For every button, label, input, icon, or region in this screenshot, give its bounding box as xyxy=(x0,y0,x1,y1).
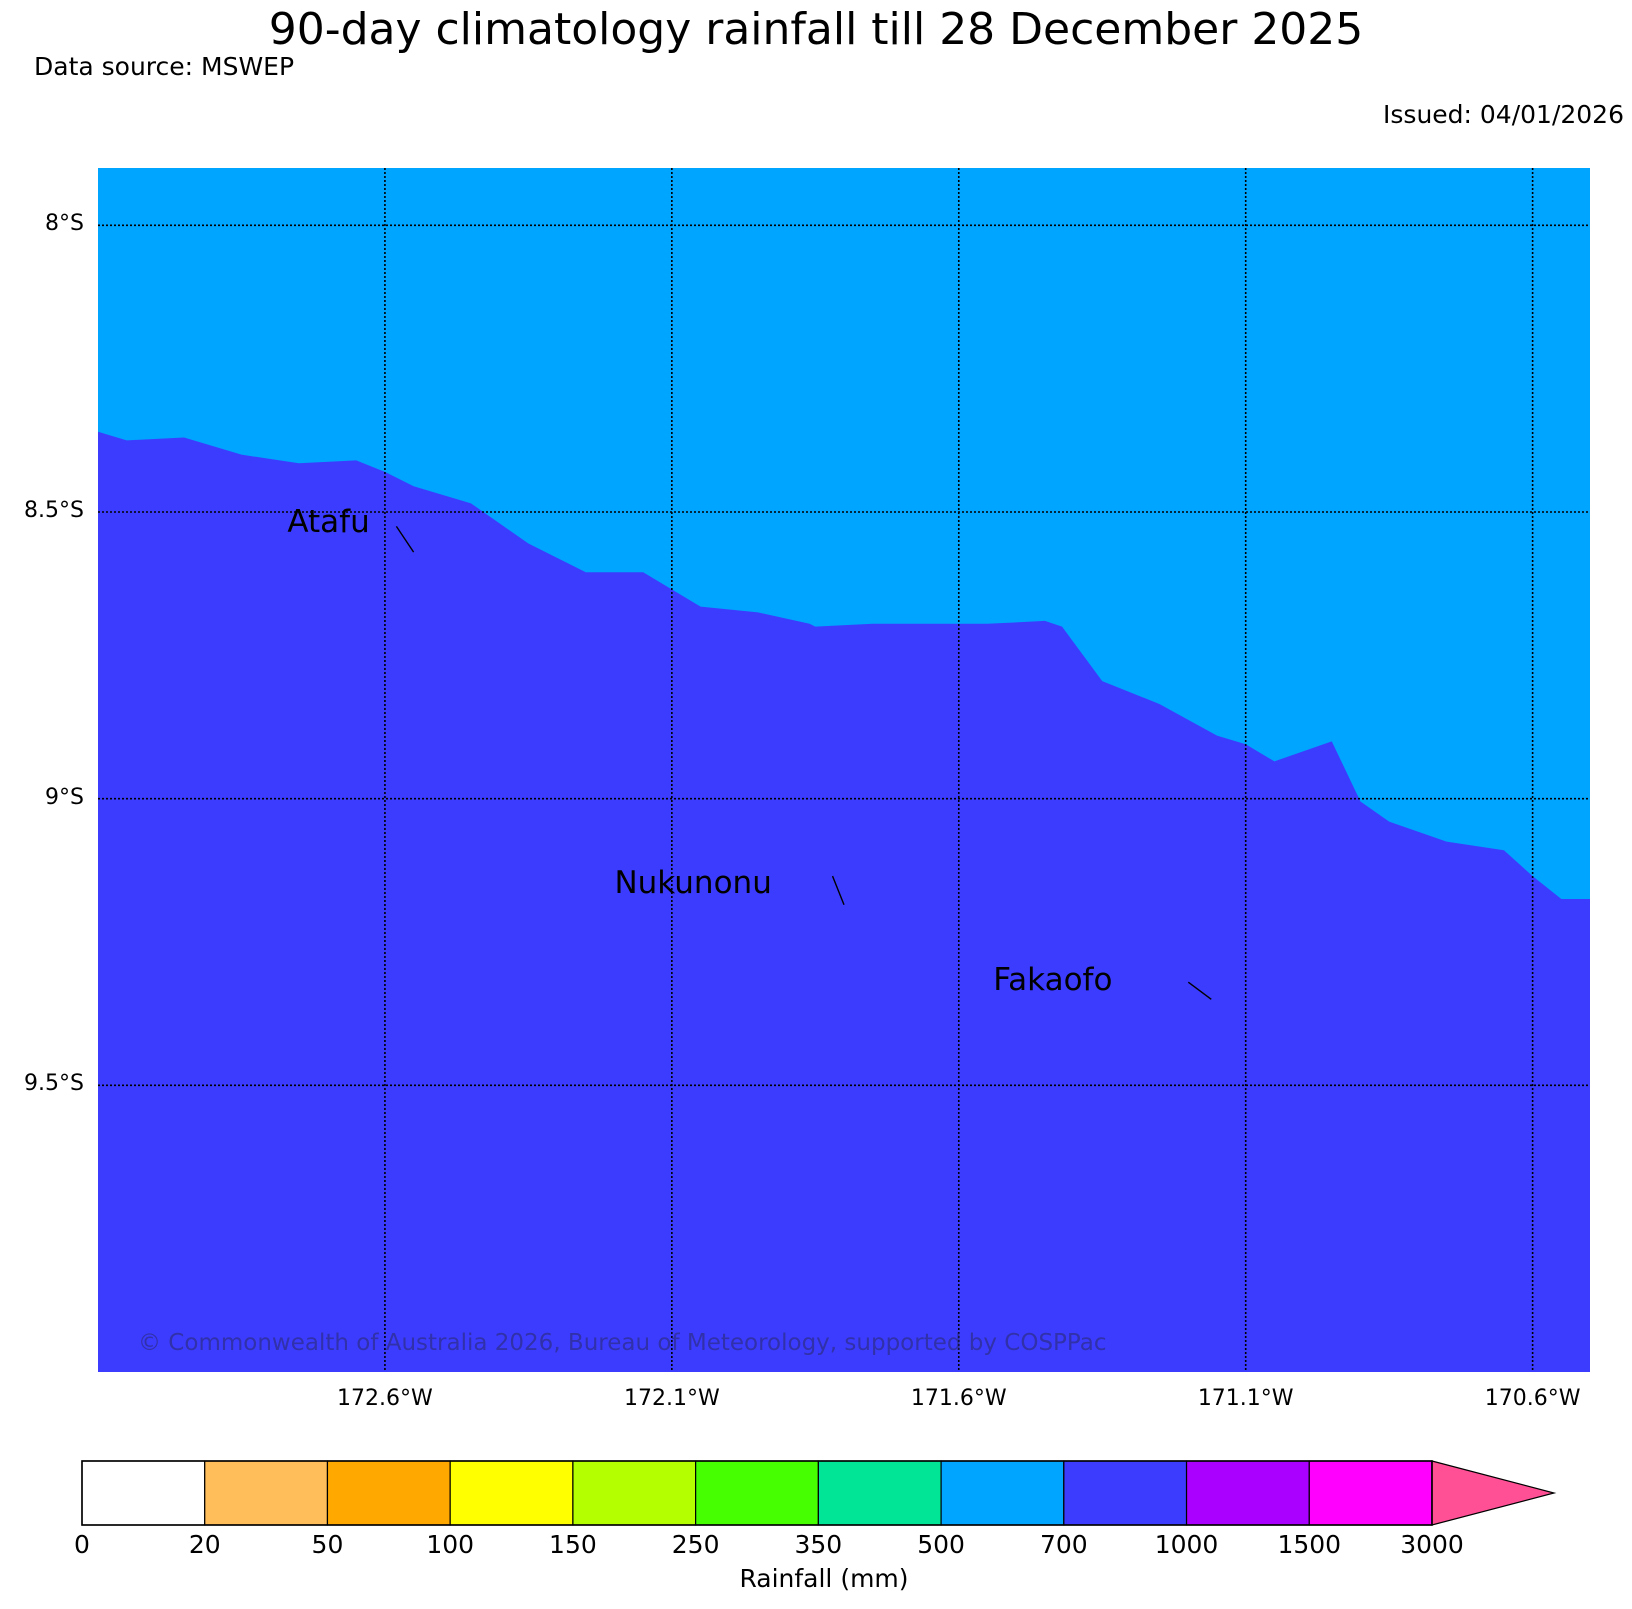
colorbar-tick-label: 1500 xyxy=(1277,1530,1342,1559)
place-label-fakaofo: Fakaofo xyxy=(993,962,1113,999)
rainfall-zone-700-1000 xyxy=(98,431,1590,1372)
colorbar-bin xyxy=(449,1460,574,1526)
place-label-nukunonu: Nukunonu xyxy=(614,865,772,901)
colorbar-tick-label: 0 xyxy=(74,1530,90,1559)
colorbar-bin xyxy=(940,1460,1065,1526)
colorbar-bin xyxy=(1063,1460,1188,1526)
longitude-tick-label: 171.6°W xyxy=(910,1386,1007,1411)
colorbar-bin xyxy=(817,1460,942,1526)
colorbar-tick-label: 3000 xyxy=(1400,1530,1464,1559)
colorbar-tick-label: 100 xyxy=(426,1530,475,1559)
colorbar-tick-label: 250 xyxy=(671,1530,720,1559)
colorbar-tick-label: 500 xyxy=(917,1530,965,1559)
colorbar-frame xyxy=(81,1460,1433,1526)
colorbar-bin xyxy=(1185,1460,1310,1526)
colorbar-tick-label: 50 xyxy=(311,1530,344,1559)
colorbar-tick-label: 700 xyxy=(1039,1530,1088,1559)
copyright-notice: © Commonwealth of Australia 2026, Bureau… xyxy=(138,1330,1107,1356)
longitude-tick-label: 170.6°W xyxy=(1484,1386,1581,1411)
colorbar-bin xyxy=(572,1460,697,1526)
colorbar-bin xyxy=(326,1460,451,1526)
latitude-tick-label: 9°S xyxy=(45,784,84,810)
colorbar-tick-label: 150 xyxy=(549,1530,597,1559)
colorbar-bin xyxy=(1308,1460,1433,1526)
longitude-tick-label: 172.6°W xyxy=(337,1386,433,1411)
colorbar-bin xyxy=(81,1460,206,1526)
latitude-tick-label: 8°S xyxy=(45,211,84,237)
place-pointer xyxy=(1187,981,1212,1000)
colorbar-tick-label: 1000 xyxy=(1154,1530,1219,1559)
colorbar-tick-label: 20 xyxy=(188,1530,221,1559)
colorbar-extend-arrow xyxy=(1431,1460,1557,1526)
colorbar-bin xyxy=(204,1460,329,1526)
longitude-tick-label: 172.1°W xyxy=(623,1386,720,1411)
latitude-tick-label: 8.5°S xyxy=(24,498,84,523)
chart-title: 90-day climatology rainfall till 28 Dece… xyxy=(268,4,1364,55)
place-label-atafu: Atafu xyxy=(287,503,370,540)
colorbar-bin xyxy=(695,1460,819,1526)
colorbar-tick-label: 350 xyxy=(794,1530,843,1559)
longitude-tick-label: 171.1°W xyxy=(1197,1386,1294,1411)
issued-date: Issued: 04/01/2026 xyxy=(1383,100,1624,129)
data-source: Data source: MSWEP xyxy=(34,52,295,81)
colorbar-title: Rainfall (mm) xyxy=(739,1564,909,1593)
latitude-tick-label: 9.5°S xyxy=(24,1071,84,1097)
place-pointer xyxy=(831,875,845,905)
place-pointer xyxy=(395,525,415,553)
